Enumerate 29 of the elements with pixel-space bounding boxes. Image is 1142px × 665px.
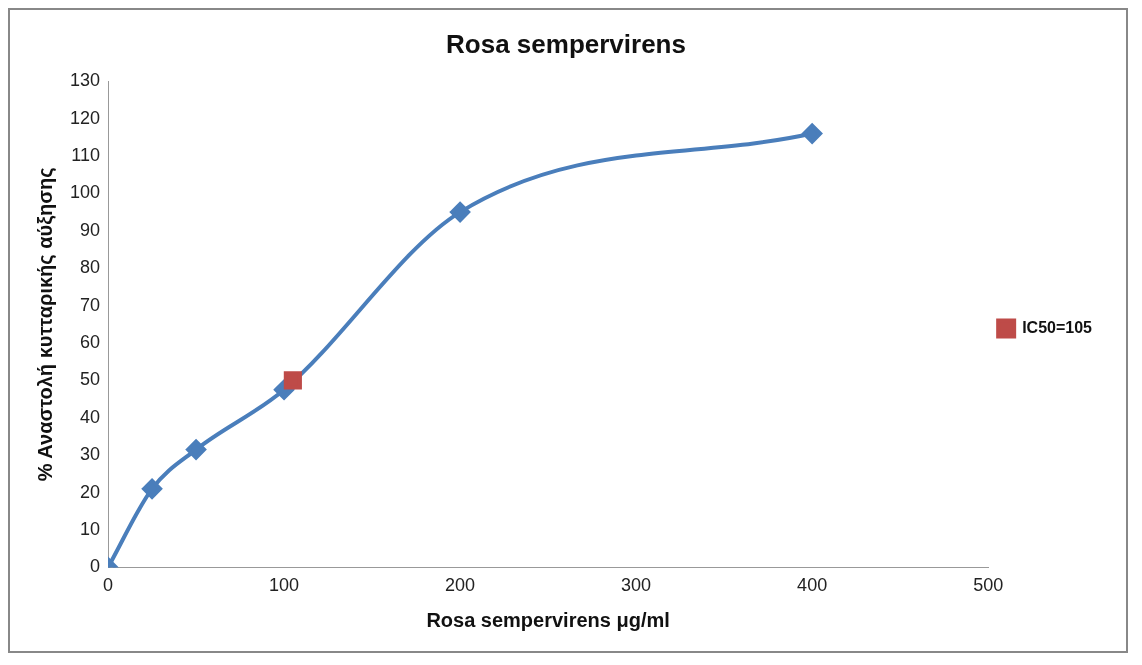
- y-tick-label: 70: [80, 294, 101, 315]
- x-tick-label: 100: [269, 575, 300, 596]
- y-tick-label: 30: [80, 444, 101, 465]
- y-tick-label: 100: [69, 182, 101, 203]
- x-tick-label: 200: [445, 575, 476, 596]
- y-tick-label: 90: [80, 219, 101, 240]
- y-tick-label: 0: [90, 556, 101, 577]
- x-tick-label: 500: [973, 575, 1004, 596]
- y-tick-label: 40: [80, 406, 101, 427]
- point: [450, 202, 471, 223]
- y-tick-label: 50: [80, 369, 101, 390]
- x-axis-title: Rosa sempervirens μg/ml: [426, 608, 670, 631]
- y-tick-label: 130: [69, 70, 101, 91]
- x-tick-label: 0: [103, 575, 114, 596]
- x-tick-label: 400: [797, 575, 828, 596]
- point: [283, 371, 302, 390]
- point: [186, 439, 207, 460]
- chart-title: Rosa sempervirens: [446, 28, 686, 59]
- legend-label: IC50=105: [1022, 318, 1093, 336]
- y-tick-label: 120: [69, 107, 101, 128]
- y-tick-label: 10: [80, 518, 101, 539]
- y-axis-title: % Αναστολή κυτταρικής αύξησης: [33, 167, 56, 482]
- y-tick-label: 20: [80, 481, 101, 502]
- y-tick-label: 80: [80, 257, 101, 278]
- point: [142, 478, 163, 499]
- y-tick-label: 60: [80, 331, 101, 352]
- x-tick-label: 300: [621, 575, 652, 596]
- y-tick-label: 110: [71, 144, 101, 165]
- point: [802, 123, 823, 144]
